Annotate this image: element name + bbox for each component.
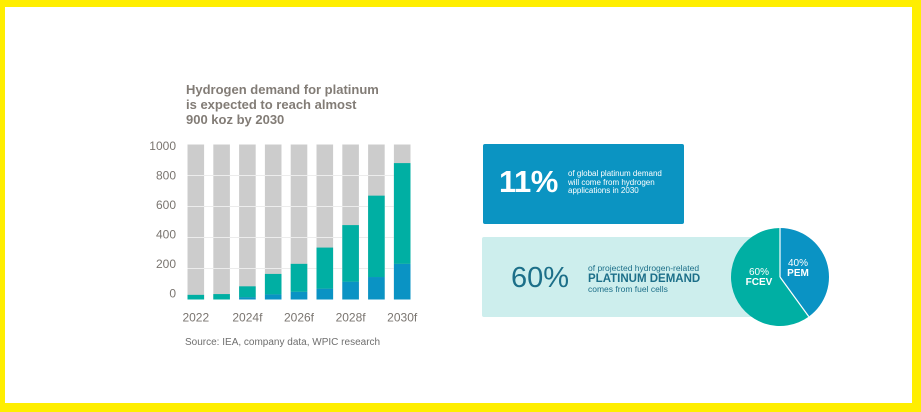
y-tick-label: 800 xyxy=(156,168,176,182)
pie-label-fcev: 60% FCEV xyxy=(739,268,779,288)
x-tick-label: 2026f xyxy=(284,311,315,325)
bar-background xyxy=(264,144,282,300)
bar-segment-series-1 xyxy=(239,297,256,300)
bar-segment-series-2 xyxy=(290,263,308,292)
x-tick-label: 2030f xyxy=(387,311,418,325)
x-tick-label: 2028f xyxy=(336,311,367,325)
y-tick-label: 200 xyxy=(156,257,176,271)
stat-description-line: of global platinum demand xyxy=(568,169,662,178)
bar-segment-series-1 xyxy=(264,294,282,300)
bar-segment-series-2 xyxy=(239,286,256,298)
y-tick-label: 0 xyxy=(169,287,176,301)
pie-slice-divider xyxy=(779,276,810,317)
pie-label-name: FCEV xyxy=(745,277,773,288)
stat-value: 60% xyxy=(511,262,570,294)
source-note: Source: IEA, company data, WPIC research xyxy=(185,337,381,348)
bar-background xyxy=(290,144,308,300)
stat-emphasis: PLATINUM DEMAND xyxy=(588,273,701,285)
bar-segment-series-1 xyxy=(316,288,334,300)
y-tick-label: 400 xyxy=(156,227,176,241)
stat-description: of projected hydrogen-related PLATINUM D… xyxy=(588,264,700,294)
pie-label-pem: 40% PEM xyxy=(778,259,818,279)
pie-chart xyxy=(731,228,829,326)
x-axis-tick-labels: 2022 2024f 2026f 2028f 2030f xyxy=(182,311,417,325)
chart-title-line: 900 koz by 2030 xyxy=(186,112,285,127)
stat-description: of global platinum demand will come from… xyxy=(568,169,662,196)
pie-label-name: PEM xyxy=(787,268,809,279)
stat-description-line: applications in 2030 xyxy=(568,186,639,196)
y-tick-label: 600 xyxy=(156,198,176,212)
pie-slice-layer xyxy=(731,228,829,326)
bar-background xyxy=(213,144,230,300)
y-tick-label: 1000 xyxy=(149,139,176,153)
stat-card-global-share: 11% of global platinum demand will come … xyxy=(483,144,684,224)
bar-segment-series-2 xyxy=(368,195,385,278)
bar-segment-series-1 xyxy=(368,277,385,300)
chart-title-line: Hydrogen demand for platinum xyxy=(186,82,379,97)
bar-segment-series-1 xyxy=(290,291,308,300)
stat-description-line: comes from fuel cells xyxy=(588,284,668,294)
bar-segment-layer xyxy=(187,163,411,300)
pie-slice-pem xyxy=(780,228,829,317)
pie-label-value: 40% xyxy=(787,258,808,269)
pie-label-value: 60% xyxy=(748,267,769,278)
pie-slice-fcev xyxy=(731,228,809,326)
stat-value: 11% xyxy=(499,164,558,199)
bar-segment-series-1 xyxy=(342,281,359,300)
stat-description-line: will come from hydrogen xyxy=(568,177,655,187)
bar-segment-series-1 xyxy=(393,263,411,300)
chart-title-line: is expected to reach almost xyxy=(186,97,357,112)
bar-segment-series-2 xyxy=(264,273,282,295)
bar-segment-series-2 xyxy=(316,247,334,289)
bar-segment-series-2 xyxy=(393,163,411,264)
bar-segment-series-2 xyxy=(213,294,230,300)
bar-background xyxy=(239,144,256,300)
bar-segment-series-2 xyxy=(342,225,359,282)
x-tick-label: 2024f xyxy=(232,311,263,325)
stat-description-line: of projected hydrogen-related xyxy=(588,263,700,273)
bar-segment-series-2 xyxy=(187,294,205,300)
stacked-bar-chart: 0 200 400 600 800 1000 2022 2024f 2026f 2028f 203… xyxy=(149,139,418,325)
bar-background xyxy=(187,144,205,300)
x-tick-label: 2022 xyxy=(182,311,209,325)
chart-title: Hydrogen demand for platinum is expected… xyxy=(186,82,379,127)
y-axis-tick-labels: 0 200 400 600 800 1000 xyxy=(149,139,176,301)
